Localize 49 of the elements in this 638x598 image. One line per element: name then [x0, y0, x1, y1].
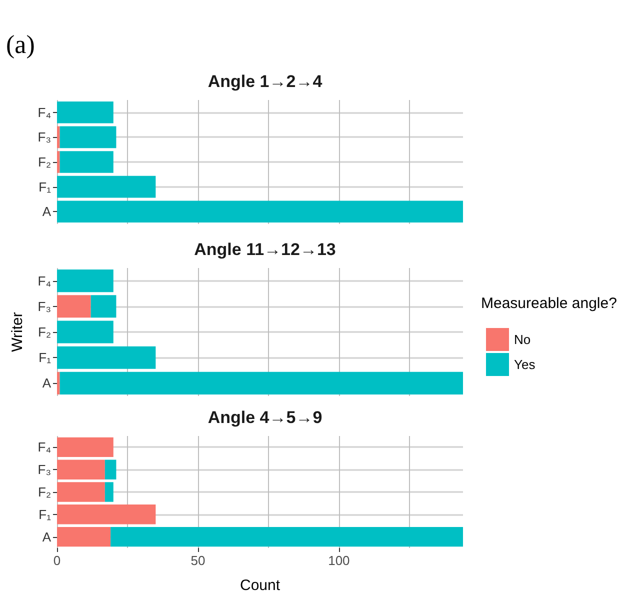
y-tick-label: F₂ — [38, 324, 51, 340]
y-tick-label: F₁ — [38, 506, 52, 522]
text: (a) — [6, 30, 35, 60]
bar — [60, 372, 463, 394]
y-tick-label: F₂ — [38, 154, 51, 170]
legend-label: Yes — [514, 357, 536, 372]
chart-title: Angle 1→2→4 — [208, 72, 323, 91]
bar — [57, 295, 91, 318]
x-tick-label: 0 — [53, 553, 61, 568]
y-tick-label: A — [42, 376, 52, 391]
bar — [57, 126, 60, 148]
bar — [60, 126, 116, 148]
chart-title: Angle 11→12→13 — [194, 240, 336, 259]
y-tick-label: F₃ — [38, 462, 51, 478]
bar — [57, 101, 114, 124]
x-tick-label: 100 — [328, 553, 350, 568]
bar — [57, 270, 114, 292]
bar — [90, 295, 116, 318]
bar — [57, 200, 463, 223]
bar — [57, 526, 111, 547]
y-tick-label: F₁ — [38, 179, 52, 194]
legend-title: Measureable angle? — [481, 295, 617, 312]
bar — [104, 460, 116, 480]
bar — [57, 482, 105, 502]
bar — [57, 346, 156, 369]
y-tick-label: F₁ — [38, 350, 52, 366]
chart-title: Angle 4→5→9 — [208, 408, 322, 427]
y-tick-label: F₃ — [38, 130, 51, 145]
y-tick-label: F₃ — [38, 298, 51, 314]
bar — [104, 482, 114, 502]
bar — [57, 320, 114, 344]
bar — [57, 372, 60, 394]
bar — [57, 176, 156, 198]
y-tick-label: A — [42, 529, 52, 544]
bar — [57, 437, 114, 458]
bar — [110, 526, 463, 547]
y-tick-label: A — [42, 204, 52, 220]
y-tick-label: F₄ — [38, 440, 51, 455]
y-tick-label: F₂ — [38, 484, 51, 500]
bar — [57, 151, 60, 173]
y-tick-label: F₄ — [38, 104, 51, 120]
y-tick-label: F₄ — [38, 273, 51, 288]
bar — [60, 151, 114, 173]
legend-label: No — [514, 332, 531, 347]
bar — [57, 460, 105, 480]
x-axis-title: Count — [240, 577, 281, 594]
bar — [57, 504, 156, 524]
y-axis-title: Writer — [9, 312, 26, 352]
x-tick-label: 50 — [190, 553, 206, 568]
